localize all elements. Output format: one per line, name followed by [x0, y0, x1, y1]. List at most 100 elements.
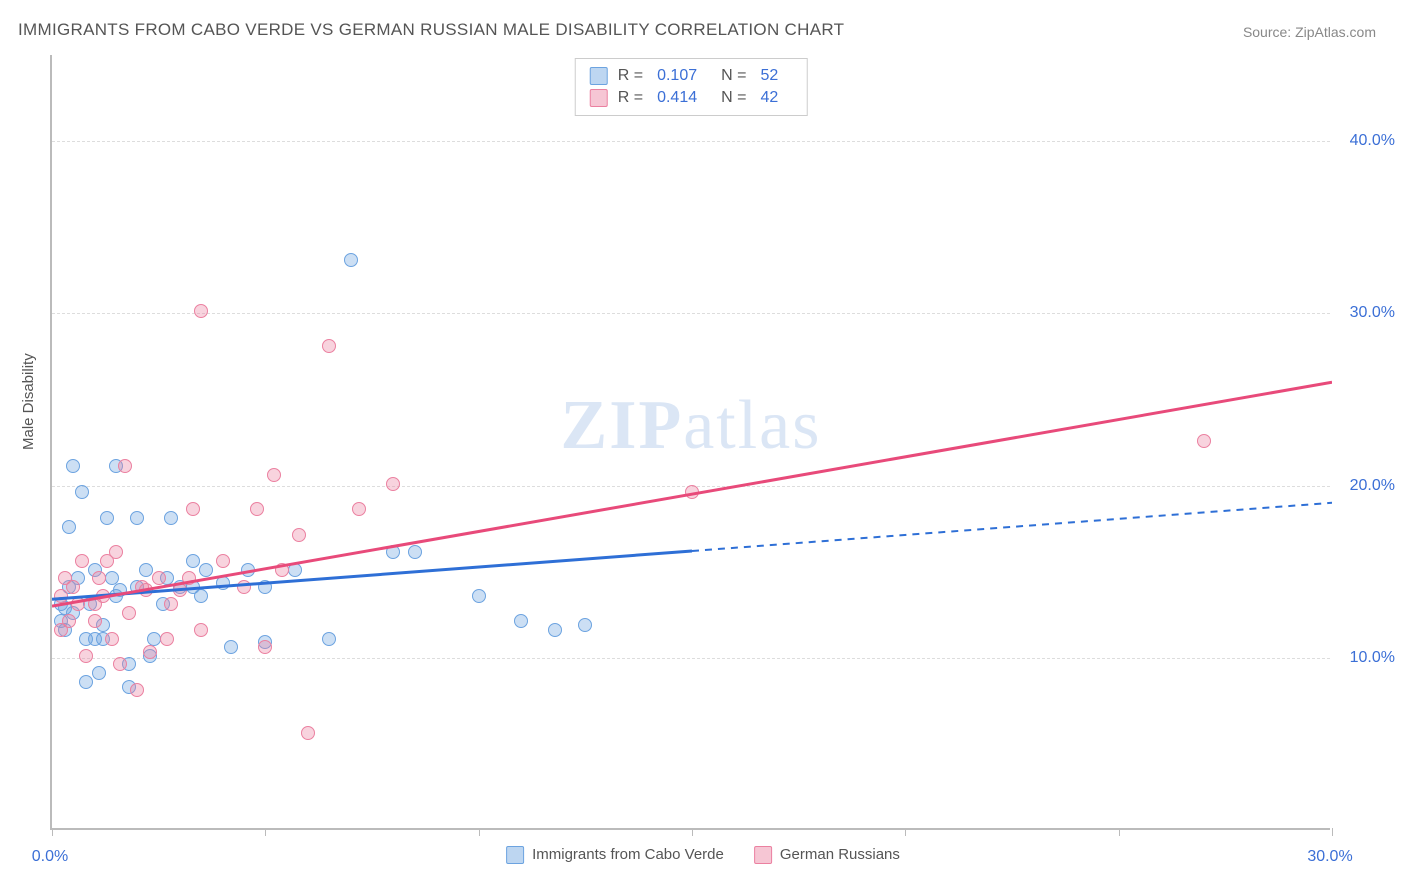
- legend-swatch: [590, 89, 608, 107]
- data-point: [122, 606, 136, 620]
- trend-lines: [52, 55, 1332, 830]
- data-point: [143, 645, 157, 659]
- data-point: [408, 545, 422, 559]
- data-point: [71, 597, 85, 611]
- legend-series: Immigrants from Cabo Verde German Russian…: [506, 846, 900, 864]
- data-point: [194, 304, 208, 318]
- data-point: [139, 563, 153, 577]
- data-point: [109, 545, 123, 559]
- data-point: [216, 576, 230, 590]
- data-point: [472, 589, 486, 603]
- data-point: [288, 563, 302, 577]
- gridline: [52, 313, 1330, 314]
- gridline: [52, 141, 1330, 142]
- data-point: [194, 623, 208, 637]
- legend-correlation: R =0.107N =52R =0.414N =42: [575, 58, 808, 116]
- data-point: [352, 502, 366, 516]
- data-point: [1197, 434, 1211, 448]
- legend-series-label: Immigrants from Cabo Verde: [532, 846, 724, 863]
- data-point: [152, 571, 166, 585]
- data-point: [105, 632, 119, 646]
- r-value: 0.414: [657, 89, 697, 107]
- data-point: [79, 649, 93, 663]
- data-point: [322, 632, 336, 646]
- chart-title: IMMIGRANTS FROM CABO VERDE VS GERMAN RUS…: [18, 20, 844, 40]
- data-point: [92, 571, 106, 585]
- data-point: [514, 614, 528, 628]
- x-tick-label: 30.0%: [1307, 848, 1352, 866]
- data-point: [75, 485, 89, 499]
- data-point: [130, 511, 144, 525]
- data-point: [100, 511, 114, 525]
- watermark: ZIPatlas: [561, 386, 822, 466]
- legend-series-item: German Russians: [754, 846, 900, 864]
- y-tick-label: 10.0%: [1350, 649, 1395, 667]
- legend-swatch: [754, 846, 772, 864]
- n-value: 52: [760, 67, 778, 85]
- data-point: [113, 657, 127, 671]
- gridline: [52, 658, 1330, 659]
- x-tick-label: 0.0%: [32, 848, 68, 866]
- data-point: [75, 554, 89, 568]
- data-point: [186, 554, 200, 568]
- y-tick-label: 20.0%: [1350, 477, 1395, 495]
- legend-correlation-row: R =0.107N =52: [590, 65, 793, 87]
- x-tick: [1119, 828, 1120, 836]
- data-point: [186, 502, 200, 516]
- data-point: [578, 618, 592, 632]
- data-point: [267, 468, 281, 482]
- data-point: [322, 339, 336, 353]
- plot-area: ZIPatlas R =0.107N =52R =0.414N =42 10.0…: [50, 55, 1330, 830]
- data-point: [275, 563, 289, 577]
- x-tick: [52, 828, 53, 836]
- n-value: 42: [760, 89, 778, 107]
- data-point: [96, 589, 110, 603]
- x-tick: [905, 828, 906, 836]
- data-point: [164, 597, 178, 611]
- y-tick-label: 30.0%: [1350, 304, 1395, 322]
- data-point: [237, 580, 251, 594]
- data-point: [258, 640, 272, 654]
- data-point: [386, 477, 400, 491]
- data-point: [182, 571, 196, 585]
- r-label: R =: [618, 89, 643, 107]
- watermark-atlas: atlas: [683, 387, 821, 464]
- data-point: [685, 485, 699, 499]
- x-tick: [265, 828, 266, 836]
- data-point: [216, 554, 230, 568]
- data-point: [344, 253, 358, 267]
- data-point: [139, 583, 153, 597]
- data-point: [250, 502, 264, 516]
- legend-series-label: German Russians: [780, 846, 900, 863]
- watermark-zip: ZIP: [561, 387, 684, 464]
- data-point: [62, 520, 76, 534]
- data-point: [241, 563, 255, 577]
- y-tick-label: 40.0%: [1350, 132, 1395, 150]
- data-point: [79, 675, 93, 689]
- chart-source: Source: ZipAtlas.com: [1243, 24, 1376, 40]
- x-tick: [692, 828, 693, 836]
- n-label: N =: [721, 67, 746, 85]
- legend-swatch: [590, 67, 608, 85]
- data-point: [92, 666, 106, 680]
- data-point: [194, 589, 208, 603]
- data-point: [130, 683, 144, 697]
- legend-swatch: [506, 846, 524, 864]
- x-tick: [479, 828, 480, 836]
- data-point: [118, 459, 132, 473]
- data-point: [160, 632, 174, 646]
- data-point: [548, 623, 562, 637]
- n-label: N =: [721, 89, 746, 107]
- r-label: R =: [618, 67, 643, 85]
- legend-correlation-row: R = 0.414 N = 42: [590, 87, 793, 109]
- data-point: [62, 614, 76, 628]
- data-point: [66, 459, 80, 473]
- data-point: [258, 580, 272, 594]
- data-point: [54, 589, 68, 603]
- data-point: [224, 640, 238, 654]
- data-point: [301, 726, 315, 740]
- data-point: [292, 528, 306, 542]
- y-axis-title: Male Disability: [20, 353, 37, 450]
- legend-series-item: Immigrants from Cabo Verde: [506, 846, 724, 864]
- data-point: [66, 580, 80, 594]
